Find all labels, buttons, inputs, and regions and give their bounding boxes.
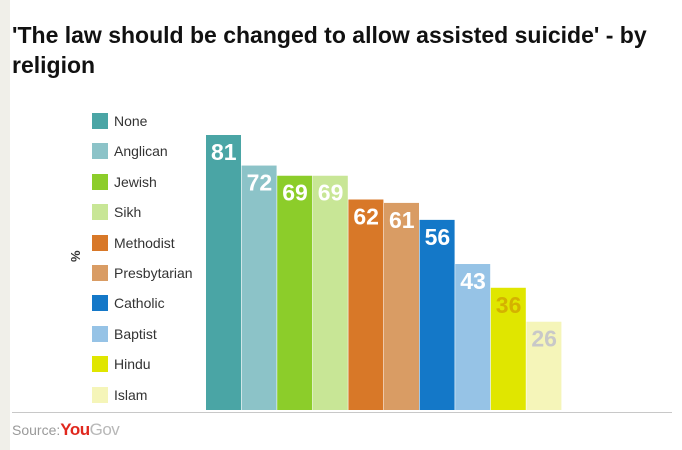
chart-card: 'The law should be changed to allow assi… [10,0,682,450]
legend-label: None [114,113,148,129]
legend-label: Jewish [114,173,157,190]
legend-label: Presbytarian [114,265,193,281]
bar-value-label: 61 [389,207,415,233]
bar [206,135,241,410]
legend-swatch [92,325,108,342]
legend-label: Methodist [114,234,175,251]
legend-label: Baptist [114,325,157,342]
legend-label: Catholic [114,295,165,312]
bar-value-label: 69 [318,180,344,206]
legend-swatch [92,204,108,221]
bar-value-label: 72 [247,170,273,196]
bar-value-label: 81 [211,139,237,165]
chart-title: 'The law should be changed to allow assi… [12,22,647,78]
source-credit: Source:YouGov [12,420,120,440]
yougov-logo-gov: Gov [89,420,120,439]
legend-swatch [92,173,108,190]
bar-value-label: 43 [460,268,486,294]
bar-value-label: 36 [496,292,522,318]
legend-swatch [92,356,108,373]
legend-swatch [92,234,108,251]
bar [384,202,419,410]
bar [455,264,491,410]
legend-swatch [92,386,108,403]
bar [490,287,526,410]
footer-divider [12,412,672,413]
legend-label: Hindu [114,356,151,373]
legend-swatch [92,295,108,312]
bar [277,175,313,410]
legend-swatch [92,113,108,129]
bar [419,219,455,410]
source-label: Source: [12,422,61,438]
bar [312,175,348,410]
bar-value-label: 56 [425,224,451,250]
bar-value-label: 26 [531,326,557,352]
bar [526,321,562,410]
legend-label: Sikh [114,204,142,221]
bar-value-label: 62 [353,204,379,230]
bar-chart: 81 72 69 69 62 61 56 43 36 26 [206,135,562,410]
yougov-logo-you: You [60,420,90,439]
legend-swatch [92,265,108,281]
legend-swatch [92,143,108,160]
legend-label: Islam [114,386,148,403]
bar [241,165,277,410]
bar-value-label: 69 [282,180,308,206]
legend-label: Anglican [114,143,168,160]
bar [348,199,384,410]
